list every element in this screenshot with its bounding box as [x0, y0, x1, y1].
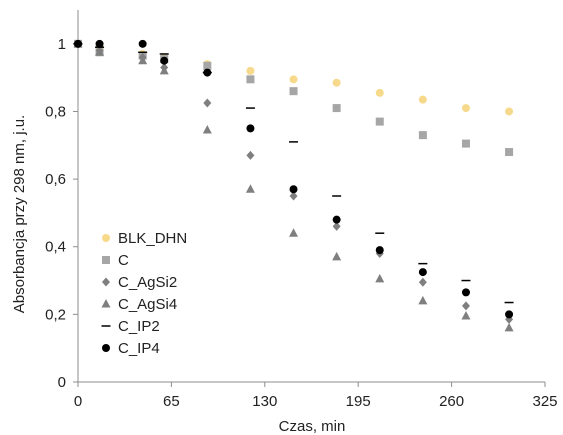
- data-point: [160, 56, 169, 65]
- y-tick-label: 0,4: [45, 239, 66, 256]
- legend-marker: [102, 277, 110, 287]
- x-tick-label: 65: [163, 393, 180, 410]
- legend-label: C_AgSi2: [118, 274, 177, 291]
- data-point: [418, 295, 428, 305]
- legend: BLK_DHN C C_AgSi2 C_AgSi4 C_IP2 C_IP4: [101, 230, 187, 357]
- y-tick-label: 0,6: [45, 171, 66, 188]
- data-point: [505, 107, 514, 116]
- data-point: [418, 268, 427, 277]
- x-tick-label: 0: [74, 393, 82, 410]
- data-point: [461, 104, 470, 113]
- x-axis-title: Czas, min: [279, 418, 346, 435]
- y-axis-title: Absorbancja przy 298 nm, j.u.: [11, 115, 28, 313]
- data-point: [138, 39, 147, 48]
- data-point: [375, 273, 385, 283]
- data-point: [246, 75, 255, 84]
- data-point: [203, 98, 212, 108]
- data-point: [332, 215, 341, 224]
- data-point: [332, 251, 342, 261]
- data-point: [375, 246, 384, 255]
- y-tick-label: 0,2: [45, 306, 66, 323]
- legend-marker: [102, 256, 110, 264]
- legend-marker: [101, 299, 111, 308]
- data-point: [74, 39, 82, 48]
- data-point: [375, 88, 384, 97]
- legend-label: BLK_DHN: [118, 230, 187, 247]
- axes: [77, 10, 545, 383]
- data-point: [289, 228, 299, 237]
- data-point: [418, 277, 427, 287]
- data-point: [245, 184, 255, 193]
- series-c-agsi4: [73, 38, 514, 332]
- series-blk-dhn: [74, 39, 514, 116]
- data-point: [461, 311, 471, 320]
- data-point: [332, 78, 341, 87]
- data-point: [461, 288, 470, 297]
- data-point: [202, 125, 212, 134]
- y-tick-label: 1: [58, 36, 66, 53]
- data-point: [504, 322, 514, 332]
- legend-label: C_AgSi4: [118, 296, 177, 313]
- legend-marker: [102, 234, 110, 242]
- data-point: [95, 47, 105, 56]
- data-point: [203, 61, 212, 70]
- data-point: [246, 150, 255, 160]
- series-c-ip4: [74, 39, 514, 319]
- x-tick-label: 130: [252, 393, 277, 410]
- legend-label: C_IP4: [118, 340, 160, 357]
- data-point: [289, 191, 298, 201]
- data-point: [289, 185, 298, 194]
- data-point: [332, 104, 341, 113]
- x-tick-label: 260: [439, 393, 464, 410]
- data-point: [203, 68, 212, 77]
- x-tick-label: 325: [532, 393, 557, 410]
- data-point: [418, 131, 427, 140]
- legend-label: C: [118, 252, 129, 269]
- legend-label: C_IP2: [118, 318, 160, 335]
- data-point: [138, 55, 148, 65]
- data-marks: [73, 38, 514, 332]
- data-point: [418, 95, 427, 104]
- data-point: [159, 65, 169, 75]
- ticks: 0 65 130 195 260 325 0 0,2 0,4 0,6 0,8 1: [45, 36, 557, 410]
- data-point: [461, 301, 470, 311]
- data-point: [461, 139, 470, 148]
- data-point: [505, 148, 514, 157]
- legend-marker: [102, 344, 110, 352]
- series-c-ip2: [73, 43, 514, 304]
- data-point: [505, 310, 514, 319]
- data-point: [246, 66, 255, 75]
- y-tick-label: 0: [58, 374, 66, 391]
- x-tick-label: 195: [346, 393, 371, 410]
- data-point: [289, 75, 298, 84]
- data-point: [332, 221, 341, 231]
- data-point: [95, 39, 104, 48]
- data-point: [289, 87, 298, 96]
- data-point: [375, 117, 384, 126]
- data-point: [246, 124, 255, 133]
- y-tick-label: 0,8: [45, 103, 66, 120]
